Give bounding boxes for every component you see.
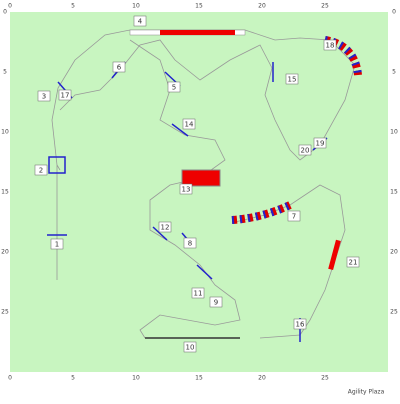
- obstacle-number: 2: [39, 167, 43, 175]
- x-tick-label: 10: [132, 375, 140, 382]
- obstacle-box: [287, 210, 301, 222]
- y-tick-label: 0: [392, 9, 396, 16]
- weave: [328, 239, 341, 271]
- obstacle-number: 13: [182, 186, 191, 194]
- x-tick-label: 25: [321, 375, 329, 382]
- obstacle-box: [313, 137, 327, 149]
- obstacle-box: [346, 256, 360, 268]
- x-tick-label: 10: [132, 3, 140, 10]
- y-tick-label: 10: [1, 129, 9, 136]
- obstacle-box: [182, 118, 196, 130]
- obstacle-box: [112, 61, 126, 73]
- obstacle-number: 7: [292, 213, 296, 221]
- obstacle-box: [133, 15, 147, 27]
- obstacle-number: 14: [185, 121, 194, 129]
- obstacle-number: 1: [55, 241, 59, 249]
- obstacle-box: [209, 296, 223, 308]
- obstacle-number: 19: [316, 140, 325, 148]
- obstacle-box: [179, 183, 193, 195]
- obstacle-number: 17: [61, 92, 70, 100]
- course-path: [129, 39, 241, 339]
- table: [48, 156, 66, 174]
- x-tick-label: 15: [195, 3, 203, 10]
- field: [10, 12, 388, 372]
- obstacle-number: 9: [214, 299, 218, 307]
- obstacle-number: 20: [301, 147, 310, 155]
- y-tick-label: 0: [3, 9, 7, 16]
- obstacle-box: [50, 238, 64, 250]
- obstacle-number: 8: [188, 240, 192, 248]
- obstacle-number: 6: [117, 64, 122, 72]
- obstacle-box: [158, 221, 172, 233]
- obstacle-box: [298, 144, 312, 156]
- obstacle-number: 21: [349, 259, 358, 267]
- x-tick-label: 25: [321, 3, 329, 10]
- obstacle-box: [293, 318, 307, 330]
- x-tick-label: 5: [71, 3, 75, 10]
- x-tick-label: 20: [258, 375, 266, 382]
- obstacle-number: 18: [326, 42, 335, 50]
- y-tick-label: 15: [1, 189, 9, 196]
- obstacle-box: [58, 89, 72, 101]
- obstacle-box: [323, 39, 337, 51]
- obstacle-box: [34, 164, 48, 176]
- x-tick-label: 0: [8, 375, 12, 382]
- tunnel: [181, 169, 221, 187]
- x-tick-label: 5: [71, 375, 75, 382]
- y-tick-label: 5: [3, 69, 7, 76]
- dogwalk-contact: [160, 30, 235, 35]
- y-tick-label: 20: [1, 249, 9, 256]
- y-tick-label: 5: [392, 69, 396, 76]
- obstacle-number: 15: [288, 76, 297, 84]
- obstacle-box: [37, 90, 51, 102]
- obstacle-number: 5: [172, 84, 176, 92]
- y-tick-label: 25: [1, 309, 9, 316]
- obstacle-number: 16: [296, 321, 305, 329]
- x-tick-label: 20: [258, 3, 266, 10]
- obstacle-number: 4: [138, 18, 143, 26]
- obstacle-box: [191, 287, 205, 299]
- obstacle-box: [285, 73, 299, 85]
- obstacle-box: [183, 341, 197, 353]
- y-tick-label: 20: [390, 249, 398, 256]
- obstacle-number: 3: [42, 93, 46, 101]
- obstacle-box: [167, 81, 181, 93]
- x-tick-label: 15: [195, 375, 203, 382]
- venue-name: Agility Plaza: [348, 389, 385, 396]
- y-tick-label: 15: [390, 189, 398, 196]
- obstacle-number: 12: [161, 224, 170, 232]
- obstacle-box: [183, 237, 197, 249]
- x-tick-label: 0: [8, 3, 12, 10]
- obstacle-number: 10: [186, 344, 195, 352]
- y-tick-label: 10: [390, 129, 398, 136]
- obstacle-number: 11: [194, 290, 203, 298]
- y-tick-label: 25: [390, 309, 398, 316]
